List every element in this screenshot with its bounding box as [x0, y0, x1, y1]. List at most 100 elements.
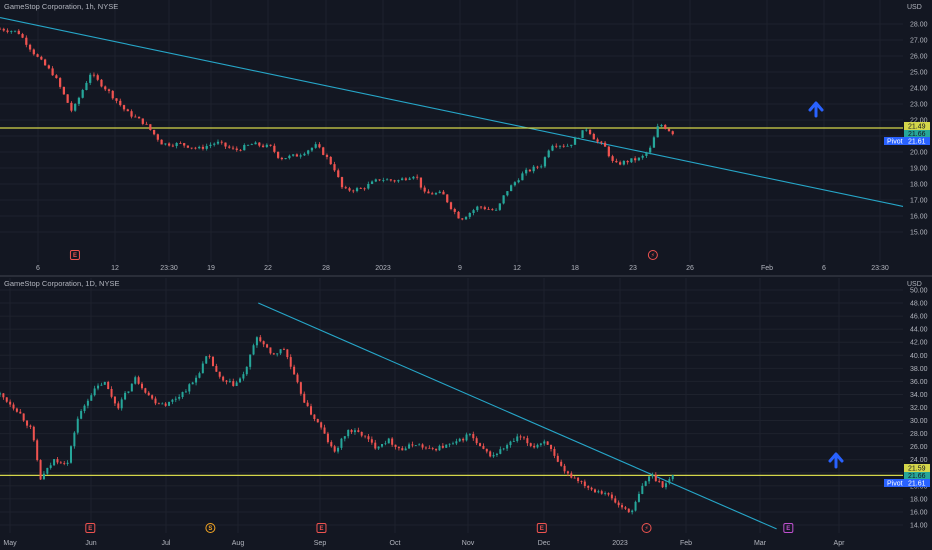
split-marker-icon[interactable]	[647, 250, 658, 260]
candle-body	[337, 170, 340, 178]
candle-body	[543, 441, 546, 444]
candle-body	[310, 406, 313, 415]
candle-body	[276, 353, 279, 355]
x-tick-label: 2023	[612, 540, 628, 547]
candle-body	[630, 158, 633, 163]
y-tick-label: 34.00	[910, 392, 928, 399]
candle-body	[626, 160, 629, 163]
candle-body	[654, 474, 657, 482]
y-tick-label: 42.00	[910, 340, 928, 347]
candle-body	[348, 188, 351, 191]
candle-body	[12, 404, 15, 409]
candle-body	[482, 445, 485, 449]
earnings-marker-icon[interactable]	[783, 523, 794, 533]
candle-body	[239, 149, 242, 151]
x-axis-hourly[interactable]: 6 12 23:30 19 22 28 2023 9 12 18 23 26 Feb 6 23:30	[36, 265, 889, 272]
candle-body	[431, 193, 434, 195]
earnings-marker-icon[interactable]	[316, 523, 327, 533]
candle-body	[634, 501, 637, 511]
candle-body	[573, 138, 577, 145]
candle-body	[370, 439, 373, 443]
candle-body	[357, 430, 360, 432]
trendline-daily[interactable]	[258, 302, 777, 530]
trend-line[interactable]	[258, 302, 777, 530]
candle-body	[144, 388, 147, 393]
candle-body	[28, 44, 32, 50]
candle-body	[397, 447, 400, 449]
candle-body	[201, 363, 204, 374]
trendline-hourly[interactable]	[0, 17, 904, 207]
candle-body	[282, 349, 285, 351]
candle-body	[174, 398, 177, 400]
candle-body	[340, 177, 344, 188]
candle-body	[526, 438, 529, 444]
candle-body	[580, 481, 583, 482]
currency-label-daily: USD	[907, 281, 922, 288]
candle-body	[157, 403, 160, 405]
candle-body	[104, 86, 107, 90]
mid-price-value: 21.66	[908, 131, 926, 138]
candle-body	[47, 65, 50, 69]
candle-body	[303, 153, 306, 156]
x-axis-daily[interactable]: May Jun Jul Aug Sep Oct Nov Dec 2023 Feb Mar Apr	[3, 540, 845, 547]
candle-body	[461, 218, 464, 220]
candle-body	[232, 381, 235, 386]
candle-body	[140, 383, 143, 389]
candle-body	[337, 447, 340, 452]
candle-body	[431, 448, 434, 449]
trend-line[interactable]	[0, 17, 904, 207]
panel-daily[interactable]: GameStop Corporation, 1D, NYSE USD 50.00…	[0, 278, 930, 547]
x-tick-label: 23:30	[871, 265, 889, 272]
dividend-marker-icon[interactable]	[205, 523, 216, 533]
x-tick-label: 19	[207, 265, 215, 272]
candle-body	[36, 440, 39, 461]
candle-body	[529, 443, 532, 446]
candle-body	[427, 191, 430, 194]
candle-body	[168, 143, 171, 146]
candle-body	[205, 356, 208, 364]
candle-body	[344, 187, 347, 189]
candle-body	[272, 353, 275, 355]
x-tick-label: 22	[264, 265, 272, 272]
x-tick-label: Feb	[761, 265, 773, 272]
candle-body	[318, 144, 321, 148]
panel-hourly[interactable]: GameStop Corporation, 1h, NYSE USD 28.00…	[0, 0, 932, 275]
candle-body	[449, 202, 453, 210]
candle-body	[299, 155, 302, 157]
candle-body	[536, 166, 539, 168]
candle-body	[539, 443, 542, 445]
x-tick-label: 23:30	[160, 265, 178, 272]
candle-body	[566, 145, 569, 147]
candle-body	[416, 176, 419, 178]
earnings-marker-icon[interactable]	[536, 523, 547, 533]
candle-body	[506, 191, 509, 196]
candle-body	[194, 147, 197, 149]
candle-body	[360, 431, 363, 436]
earnings-marker-icon[interactable]	[85, 523, 96, 533]
candle-body	[566, 471, 569, 474]
candle-body	[637, 493, 640, 502]
y-tick-label: 14.00	[910, 523, 928, 530]
candle-body	[494, 209, 498, 211]
candle-body	[100, 79, 103, 87]
candle-body	[412, 176, 415, 179]
candle-body	[502, 195, 505, 204]
candle-body	[519, 436, 522, 438]
candle-body	[175, 143, 178, 147]
split-marker-icon[interactable]	[641, 523, 652, 533]
candle-body	[36, 54, 39, 57]
x-tick-label: Mar	[754, 540, 767, 547]
candle-body	[73, 432, 76, 447]
event-label: S	[208, 526, 212, 532]
candle-body	[70, 102, 73, 111]
earnings-marker-icon[interactable]	[69, 250, 80, 260]
candle-body	[137, 377, 140, 384]
candle-body	[553, 448, 556, 456]
candle-body	[393, 180, 396, 182]
candle-body	[492, 454, 495, 457]
candle-body	[201, 146, 205, 149]
y-axis-daily[interactable]: 50.00 48.00 46.00 44.00 42.00 40.00 38.00 36.00…	[910, 288, 928, 530]
candle-body	[80, 411, 83, 419]
candle-body	[111, 90, 114, 99]
